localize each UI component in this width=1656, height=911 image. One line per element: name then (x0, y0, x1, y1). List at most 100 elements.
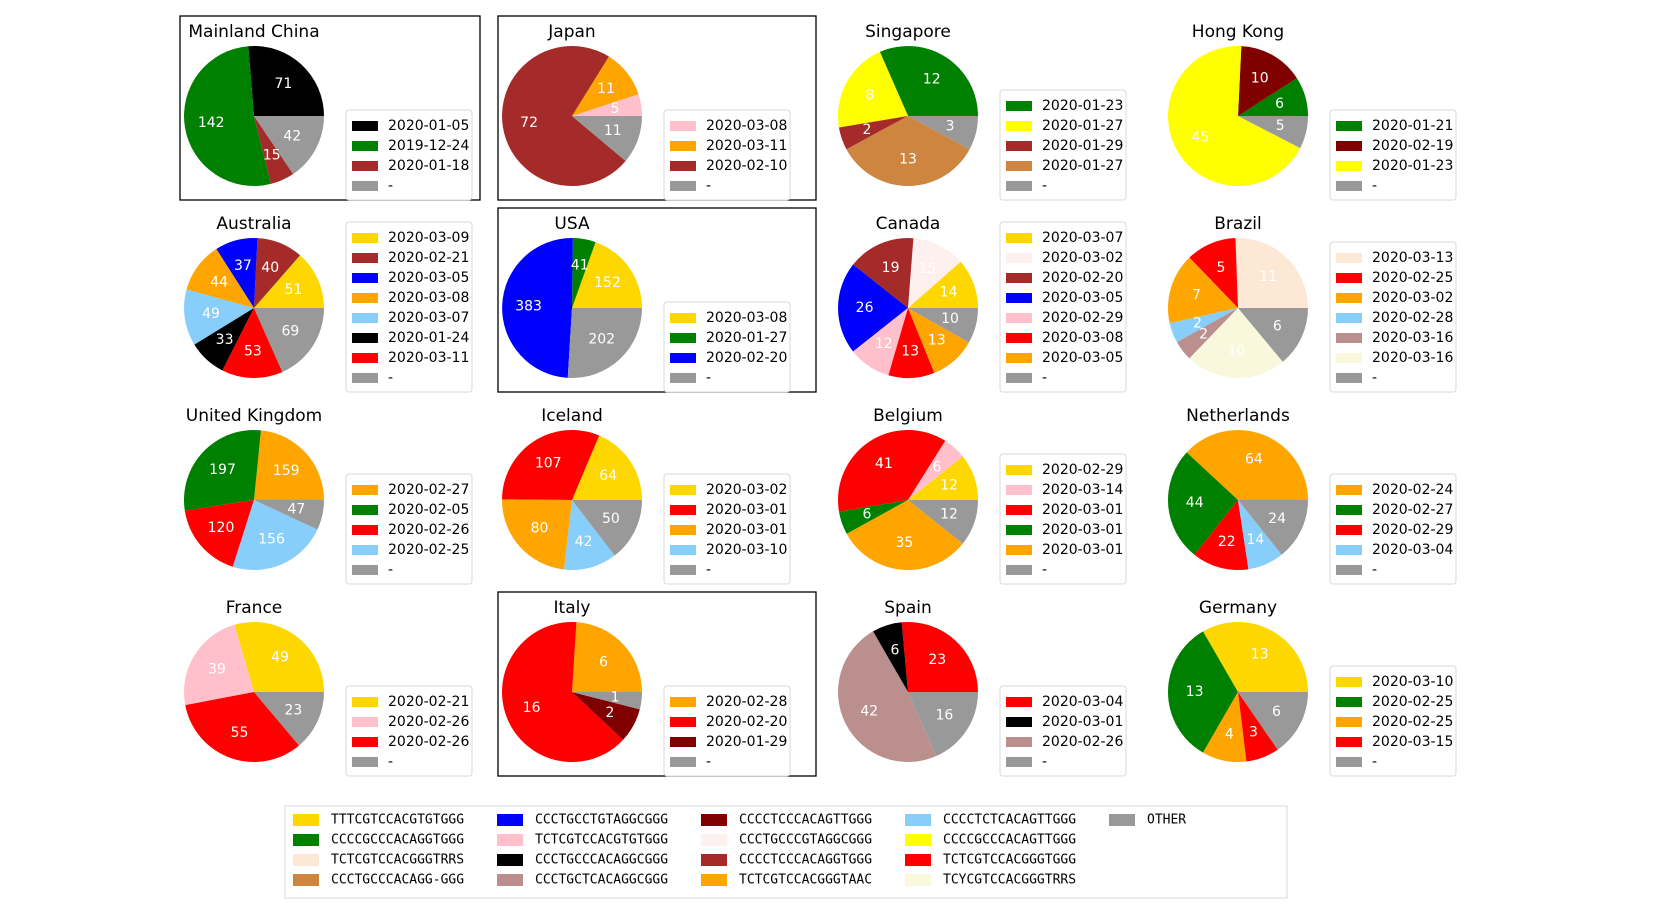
legend-entry-date: 2020-02-21 (388, 694, 469, 710)
slice-value-label: 42 (283, 128, 301, 144)
pie-slice (572, 56, 639, 116)
panel-frame (497, 591, 817, 777)
legend-entry-date: 2020-02-29 (1042, 310, 1123, 326)
pie-slice (572, 94, 642, 116)
country-panels: Mainland China7114215422020-01-052019-12… (179, 15, 1457, 777)
sequence-key-swatch (293, 814, 319, 826)
slice-value-label: 6 (890, 643, 899, 659)
pie-slice (1203, 622, 1308, 692)
slice-value-label: 16 (523, 700, 541, 716)
slice-value-label: 8 (865, 87, 874, 103)
panel-title: United Kingdom (186, 406, 322, 426)
legend-swatch (1336, 373, 1362, 383)
legend-entry-date: 2020-02-25 (1372, 270, 1453, 286)
pie-slice (254, 255, 324, 308)
legend-swatch (352, 757, 378, 767)
slice-value-label: 53 (244, 343, 262, 359)
pie: 11 57 22 10 6 (1167, 238, 1308, 379)
slice-value-label: 64 (599, 468, 617, 484)
legend-swatch (352, 737, 378, 747)
pie-slice (1189, 308, 1283, 379)
legend-entry-date: 2020-02-24 (1372, 482, 1453, 498)
pie-slice (194, 308, 254, 371)
slice-value-label: 107 (535, 456, 562, 472)
legend-swatch (1336, 677, 1362, 687)
legend-swatch (1006, 233, 1032, 243)
panel-title: Hong Kong (1192, 22, 1284, 42)
slice-value-label: 12 (923, 72, 941, 88)
pie-slice (908, 500, 978, 544)
pie-slice (184, 500, 254, 567)
legend-entry-date: - (706, 562, 711, 578)
slice-value-label: 15 (918, 261, 936, 277)
pie-slice (838, 500, 908, 534)
legend-entry-date: - (706, 754, 711, 770)
panel-legend: 2020-03-08 2020-01-27 2020-02-20 - (663, 301, 791, 393)
legend-entry-date: 2020-03-01 (1042, 502, 1123, 518)
legend-swatch (352, 505, 378, 515)
pie: 5 11 72 11 (502, 45, 642, 186)
panel-title: Mainland China (188, 22, 319, 42)
slice-value-label: 14 (940, 285, 958, 301)
pie-slice (572, 435, 642, 500)
legend-swatch (670, 485, 696, 495)
slice-value-label: 11 (604, 123, 622, 139)
legend-swatch (352, 233, 378, 243)
slice-value-label: 26 (856, 300, 874, 316)
legend-swatch (1006, 333, 1032, 343)
legend-swatch (1336, 545, 1362, 555)
slice-value-label: 3 (1249, 725, 1258, 741)
legend-swatch (670, 737, 696, 747)
slice-value-label: 142 (198, 115, 225, 131)
legend-entry-date: 2020-01-23 (1042, 98, 1123, 114)
pie-slice (501, 499, 572, 570)
sequence-key-swatch (701, 874, 727, 886)
slice-value-label: 23 (284, 702, 302, 718)
sequence-key-swatch (905, 834, 931, 846)
legend-swatch (1336, 697, 1362, 707)
slice-value-label: 19 (882, 260, 900, 276)
slice-value-label: 6 (1273, 318, 1282, 334)
legend-frame (663, 685, 791, 777)
pie-slice (254, 308, 324, 372)
legend-entry-date: 2020-03-11 (706, 138, 787, 154)
legend-entry-date: 2020-03-07 (388, 310, 469, 326)
legend-entry-date: - (1042, 370, 1047, 386)
slice-value-label: 13 (901, 343, 919, 359)
legend-entry-date: 2020-01-23 (1372, 158, 1453, 174)
legend-swatch (670, 353, 696, 363)
panel-title: France (226, 598, 283, 618)
panel-legend: 2020-02-21 2020-02-26 2020-02-26 - (345, 685, 473, 777)
pie-slice (908, 692, 978, 757)
slice-value-label: 13 (1186, 684, 1204, 700)
pie-slice (853, 238, 914, 308)
pie: 23 6 42 16 (838, 622, 978, 762)
legend-entry-date: 2020-03-01 (706, 502, 787, 518)
pie-slice (502, 429, 600, 500)
country-panel: United Kingdom159197120156472020-02-2720… (183, 406, 473, 585)
pie-slice (186, 249, 254, 308)
legend-swatch (670, 717, 696, 727)
pie-slice (908, 261, 978, 308)
slice-value-label: 39 (208, 661, 226, 677)
panel-legend: 2020-02-29 2020-03-14 2020-03-01 2020-03-01… (999, 453, 1127, 585)
legend-entry-date: 2020-02-27 (1372, 502, 1453, 518)
legend-entry-date: 2020-03-08 (706, 310, 787, 326)
legend-entry-date: 2020-01-27 (706, 330, 787, 346)
panel-legend: 2020-03-04 2020-03-01 2020-02-26 - (999, 685, 1127, 777)
slice-value-label: 49 (271, 649, 289, 665)
legend-swatch (1336, 505, 1362, 515)
legend-entry-date: 2020-03-10 (706, 542, 787, 558)
legend-swatch (1006, 121, 1032, 131)
pie: 12 6 41 6 35 12 (838, 430, 978, 571)
slice-value-label: 13 (928, 333, 946, 349)
pie-slice (232, 500, 318, 570)
slice-value-label: 72 (520, 115, 538, 131)
legend-entry-date: 2020-02-25 (1372, 714, 1453, 730)
pie-slice (1194, 500, 1249, 571)
pie: 6 10 45 5 (1168, 46, 1308, 187)
legend-entry-date: 2020-02-26 (388, 734, 469, 750)
